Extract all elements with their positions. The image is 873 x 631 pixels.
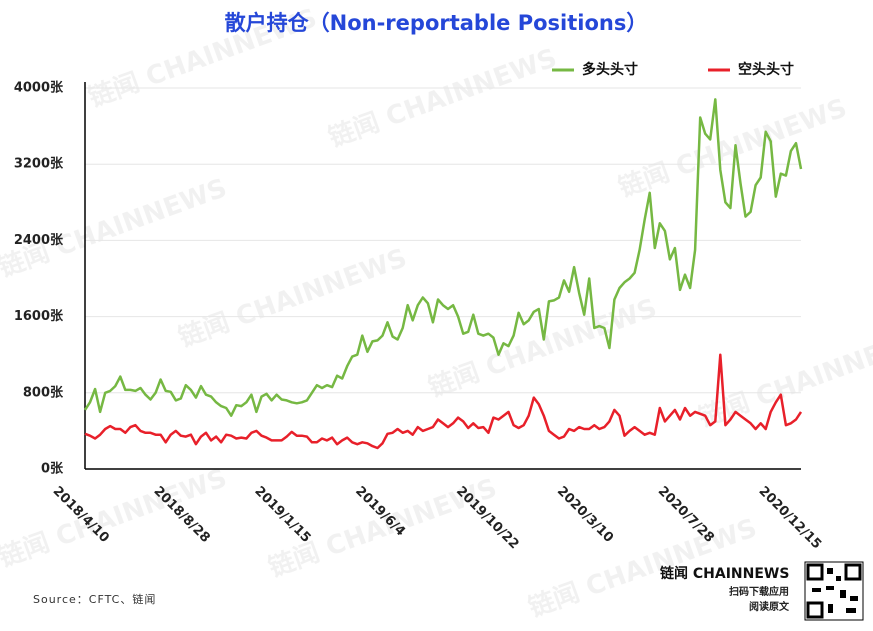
legend-item: 多头头寸 (552, 61, 638, 78)
chart-title: 散户持仓（Non-reportable Positions） (225, 11, 648, 35)
y-tick-label: 800张 (23, 385, 64, 400)
source: Source：CFTC、链闻 (33, 592, 156, 606)
series-line (83, 98, 803, 417)
y-tick-label: 3200张 (14, 157, 64, 172)
legend-label: 多头头寸 (582, 61, 638, 78)
logo-brand: 链闻 CHAINNEWS (660, 565, 789, 582)
y-tick-label: 1600张 (14, 309, 64, 324)
y-tick-label: 0张 (41, 462, 64, 477)
y-tick-label: 2400张 (14, 233, 64, 248)
legend-label: 空头头寸 (738, 61, 794, 78)
series-line (84, 353, 803, 450)
legend-item: 空头头寸 (708, 61, 794, 78)
y-tick-label: 4000张 (14, 81, 64, 96)
logo-line: 扫码下载应用 (729, 585, 789, 598)
qr-code (804, 561, 864, 621)
logo-line: 阅读原文 (749, 600, 790, 613)
